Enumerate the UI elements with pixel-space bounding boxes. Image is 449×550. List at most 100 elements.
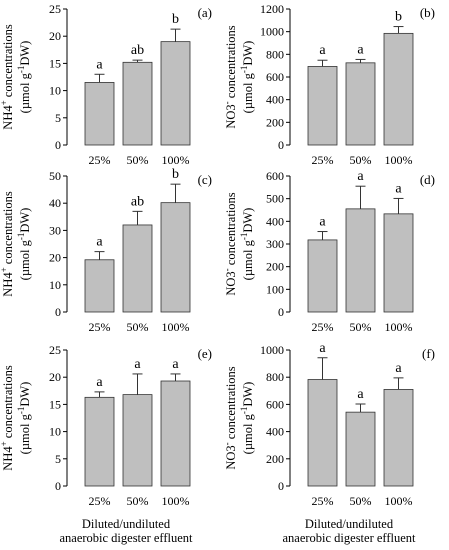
y-tick-label: 0: [55, 479, 61, 493]
y-axis-unit: (µmol g-1DW): [16, 382, 32, 455]
y-tick-label: 200: [266, 452, 284, 466]
y-tick-label: 400: [266, 425, 284, 439]
y-tick-label: 200: [266, 115, 284, 129]
bar: [307, 379, 338, 487]
bar: [160, 380, 191, 487]
x-tick-label: 50%: [127, 153, 149, 167]
bar: [84, 259, 115, 313]
panel-label: (e): [198, 346, 212, 361]
y-tick-label: 0: [278, 479, 284, 493]
bar: [160, 202, 191, 313]
y-axis-label: NH4+ concentrations: [0, 365, 15, 471]
bar: [84, 82, 115, 146]
y-axis-label: NH4+ concentrations: [0, 24, 15, 130]
chart-panel-3: 0 100 200 300 400 500 600 (d) NO3- concentration…: [222, 169, 435, 334]
y-tick-label: 100: [266, 282, 284, 296]
bar: [383, 32, 414, 146]
y-tick-label: 5: [55, 111, 61, 125]
y-tick-label: 15: [49, 397, 61, 411]
y-tick-label: 10: [49, 425, 61, 439]
x-tick-label: 25%: [89, 153, 111, 167]
y-tick-label: 200: [266, 260, 284, 274]
x-tick-label: 100%: [162, 153, 190, 167]
bar: [345, 62, 376, 146]
x-tick-label: 100%: [385, 320, 413, 334]
chart-panel-1: 0 200 400 600 800 1000 1200 (b) NO3- concentrati…: [222, 2, 435, 167]
panel-label: (a): [198, 5, 212, 20]
x-axis-caption-right: Diluted/undiluted anaerobic digester eff…: [249, 517, 449, 545]
y-axis-label: NH4+ concentrations: [0, 191, 15, 297]
y-axis-unit: (µmol g-1DW): [16, 208, 32, 281]
x-tick-label: 50%: [127, 494, 149, 508]
significance-letter: a: [319, 43, 326, 58]
y-tick-label: 10: [49, 84, 61, 98]
significance-letter: a: [357, 387, 364, 402]
significance-letter: b: [172, 167, 179, 182]
y-tick-label: 300: [266, 237, 284, 251]
significance-letter: a: [134, 357, 141, 372]
y-tick-label: 400: [266, 214, 284, 228]
x-axis-caption-line-2: anaerobic digester effluent: [59, 531, 193, 545]
y-tick-label: 30: [49, 223, 61, 237]
x-tick-label: 25%: [89, 494, 111, 508]
y-tick-label: 400: [266, 93, 284, 107]
bar: [383, 389, 414, 487]
x-axis-caption-left: Diluted/undiluted anaerobic digester eff…: [26, 517, 226, 545]
y-axis-unit: (µmol g-1DW): [16, 41, 32, 114]
chart-panel-5: 0 200 400 600 800 1000 (f) NO3- concentrations(…: [222, 341, 435, 508]
y-tick-label: 1000: [260, 25, 284, 39]
y-tick-label: 0: [55, 138, 61, 152]
bar: [84, 396, 115, 487]
y-axis-unit: (µmol g-1DW): [239, 208, 255, 281]
significance-letter: a: [319, 215, 326, 230]
y-tick-label: 600: [266, 397, 284, 411]
significance-letter: b: [172, 12, 179, 27]
x-tick-label: 25%: [312, 494, 334, 508]
x-tick-label: 50%: [350, 320, 372, 334]
significance-letter: a: [96, 57, 103, 72]
x-tick-label: 25%: [312, 320, 334, 334]
y-tick-label: 600: [266, 169, 284, 183]
y-axis-unit: (µmol g-1DW): [239, 41, 255, 114]
y-tick-label: 20: [49, 370, 61, 384]
y-tick-label: 600: [266, 70, 284, 84]
significance-letter: ab: [131, 43, 144, 58]
bar: [345, 411, 376, 487]
x-tick-label: 100%: [385, 494, 413, 508]
y-tick-label: 800: [266, 47, 284, 61]
significance-letter: a: [96, 235, 103, 250]
significance-letter: b: [395, 10, 402, 25]
y-tick-label: 1200: [260, 2, 284, 16]
bar: [307, 239, 338, 313]
panel-label: (f): [422, 346, 435, 361]
significance-letter: a: [319, 341, 326, 356]
x-tick-label: 25%: [312, 153, 334, 167]
bar: [383, 213, 414, 313]
bar: [122, 394, 153, 487]
y-tick-label: 25: [49, 2, 61, 16]
bar: [122, 61, 153, 146]
y-tick-label: 1000: [260, 343, 284, 357]
x-tick-label: 50%: [350, 153, 372, 167]
y-axis-label: NO3- concentrations: [222, 192, 238, 295]
y-tick-label: 50: [49, 169, 61, 183]
y-axis-label: NO3- concentrations: [222, 366, 238, 469]
y-axis-label: NO3- concentrations: [222, 25, 238, 128]
y-tick-label: 5: [55, 452, 61, 466]
chart-panel-4: 0 5 10 15 20 25 (e) NH4+ concentrations (µmol g-…: [0, 343, 212, 508]
significance-letter: ab: [131, 194, 144, 209]
significance-letter: a: [395, 361, 402, 376]
x-tick-label: 25%: [89, 320, 111, 334]
y-tick-label: 0: [55, 305, 61, 319]
y-tick-label: 25: [49, 343, 61, 357]
significance-letter: a: [172, 357, 179, 372]
significance-letter: a: [395, 181, 402, 196]
chart-panel-0: 0 5 10 15 20 25 (a) NH4+ concentrations (µmol g-…: [0, 2, 212, 167]
bar: [122, 224, 153, 313]
y-axis-unit: (µmol g-1DW): [239, 382, 255, 455]
y-tick-label: 15: [49, 56, 61, 70]
x-tick-label: 100%: [385, 153, 413, 167]
significance-letter: a: [357, 169, 364, 184]
y-tick-label: 10: [49, 278, 61, 292]
